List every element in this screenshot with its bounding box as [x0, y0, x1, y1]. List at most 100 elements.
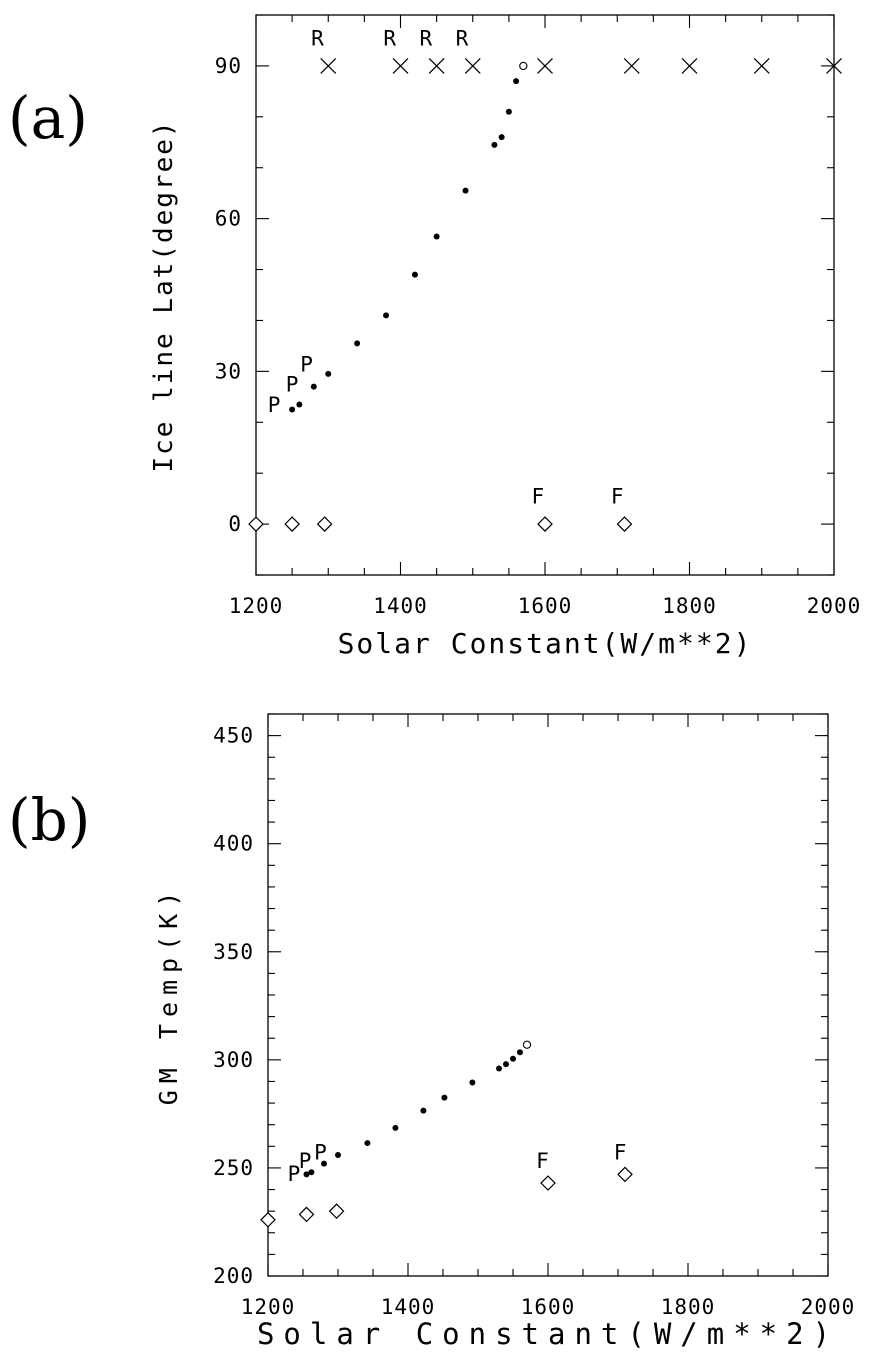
panel-a-tag: (a): [8, 84, 88, 152]
data-point-diamond: [617, 1166, 633, 1183]
data-point-diamond: [328, 1203, 345, 1220]
data-point-diamond: [298, 1206, 315, 1223]
data-point-dot: [498, 134, 505, 141]
panel-b-marks: [260, 1040, 633, 1228]
data-point-cross: [753, 57, 770, 74]
panel-b-x-axis-label: Solar Constant(W/m**2): [257, 1317, 839, 1351]
x-tick-label: 1800: [662, 594, 717, 618]
data-point-diamond: [537, 516, 553, 532]
annotation-letter: R: [456, 27, 469, 51]
panel-b-annotations: PP P F F: [288, 1140, 627, 1186]
annotation-letter: P: [300, 352, 313, 376]
data-point-dot: [354, 340, 361, 347]
panel-a-y-axis-label: Ice line Lat(degree): [149, 119, 179, 472]
annotation-letter: R: [383, 27, 396, 51]
y-tick-label: 450: [213, 724, 254, 748]
cross-stroke: [537, 57, 553, 74]
data-point-open-circle: [519, 61, 528, 71]
cross-stroke: [681, 57, 698, 74]
data-point-cross: [681, 57, 698, 74]
data-point-dot: [505, 108, 512, 115]
data-point-cross: [623, 57, 640, 74]
y-tick-label: 350: [213, 940, 254, 964]
panel-a-x-axis-label: Solar Constant(W/m**2): [338, 627, 753, 660]
data-point-cross: [826, 57, 842, 74]
data-point-diamond: [540, 1175, 556, 1191]
data-point-dot: [364, 1140, 371, 1147]
data-point-dot: [303, 1171, 310, 1178]
x-tick-label: 1200: [229, 594, 284, 618]
annotation-letter: F: [536, 1149, 549, 1173]
data-point-diamond: [248, 516, 264, 532]
data-point-dot: [289, 406, 296, 413]
panel-b-tag: (b): [8, 786, 90, 854]
panel-b-ticks: [267, 713, 829, 1277]
data-point-cross: [320, 57, 337, 74]
annotation-letter: R: [311, 27, 324, 51]
data-point-dot: [469, 1079, 476, 1086]
x-tick-label: 1400: [381, 1295, 436, 1319]
data-point-dot: [321, 1160, 327, 1167]
annotation-letter: R: [419, 27, 432, 51]
data-point-diamond: [260, 1211, 276, 1228]
annotation-letter: P: [268, 393, 281, 417]
data-point-diamond: [316, 516, 333, 532]
annotation-letter: P: [286, 373, 299, 397]
cross-stroke: [428, 57, 445, 74]
data-point-dot: [310, 383, 317, 390]
panel-a-ticks: [255, 14, 835, 576]
data-point-cross: [537, 57, 553, 74]
y-tick-label: 300: [213, 1048, 254, 1072]
x-tick-label: 2000: [807, 594, 862, 618]
data-point-open-circle: [522, 1040, 532, 1049]
data-point-diamond: [616, 516, 633, 532]
data-point-dot: [503, 1061, 509, 1068]
data-point-dot: [420, 1107, 427, 1114]
cross-stroke: [320, 57, 337, 74]
panel-b-tick-labels: 1200 1400 1600 1800 2000 200 250 300 350 400 450: [213, 724, 856, 1319]
data-point-dot: [296, 401, 303, 408]
y-tick-label: 60: [215, 207, 242, 231]
x-tick-label: 2000: [801, 1295, 856, 1319]
cross-stroke: [753, 57, 770, 74]
y-tick-label: 30: [215, 359, 242, 383]
annotation-letter: P: [288, 1162, 301, 1186]
annotation-letter: F: [611, 485, 624, 509]
data-point-dot: [496, 1065, 502, 1072]
annotation-letter: F: [531, 485, 544, 509]
panel-a-plot-frame: [255, 14, 835, 576]
y-tick-label: 90: [215, 54, 242, 78]
data-point-dot: [392, 1124, 399, 1131]
x-tick-label: 1600: [521, 1295, 576, 1319]
data-point-dot: [441, 1094, 448, 1101]
data-point-dot: [513, 78, 520, 85]
x-tick-label: 1400: [373, 594, 428, 618]
data-point-cross: [464, 57, 481, 74]
cross-stroke: [826, 57, 842, 74]
panel-b-y-axis-label: GM Temp(K): [154, 885, 183, 1106]
cross-stroke: [623, 57, 640, 74]
panel-b-plot-frame: [267, 713, 829, 1277]
data-point-dot: [325, 370, 332, 377]
panel-b: (b) 1200 1400 1600 1800 2000 200 250 300 350 400 4…: [8, 713, 856, 1351]
x-tick-label: 1200: [241, 1295, 296, 1319]
data-point-dot: [433, 233, 440, 240]
data-point-dot: [411, 271, 418, 278]
data-point-dot: [383, 312, 390, 319]
y-tick-label: 200: [213, 1264, 254, 1288]
data-point-diamond: [284, 516, 300, 532]
data-point-dot: [510, 1055, 516, 1062]
y-tick-label: 250: [213, 1156, 254, 1180]
x-tick-label: 1800: [661, 1295, 716, 1319]
x-tick-label: 1600: [518, 594, 573, 618]
annotation-letter: P: [299, 1149, 312, 1173]
data-point-dot: [462, 187, 469, 194]
annotation-letter: F: [614, 1140, 627, 1164]
cross-stroke: [392, 57, 409, 74]
data-point-dot: [308, 1169, 315, 1176]
panel-a-marks: [248, 57, 842, 532]
data-point-cross: [392, 57, 409, 74]
data-point-dot: [335, 1151, 341, 1158]
